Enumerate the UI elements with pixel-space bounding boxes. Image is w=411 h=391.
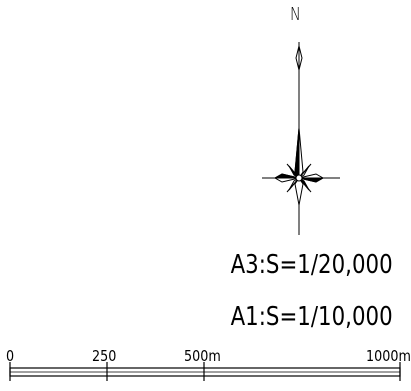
scale-tick-label-250: 250 [92, 347, 117, 365]
scale-bar [9, 362, 401, 381]
scale-tick-label-500m: 500m [184, 347, 221, 365]
scale-tick-label-1000m: 1000m [366, 347, 411, 365]
scale-note-a1: A1:S=1/10,000 [230, 302, 393, 332]
north-arrow-icon [262, 42, 340, 235]
scale-tick-label-0: 0 [6, 347, 15, 365]
north-label: N [290, 4, 301, 25]
scale-note-a3: A3:S=1/20,000 [230, 250, 393, 280]
